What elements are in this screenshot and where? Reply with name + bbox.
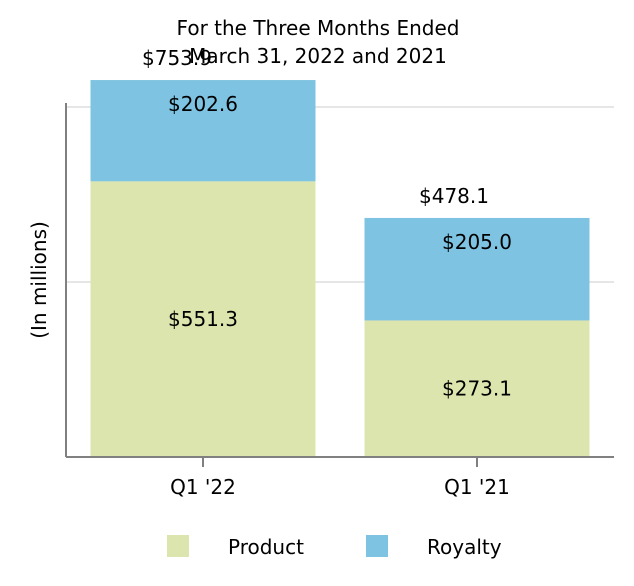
total-label-0: $753.9 [142,46,212,70]
legend-swatch-royalty [366,535,388,557]
legend-label-royalty: Royalty [427,535,502,559]
bar-label-royalty-0: $202.6 [168,92,238,116]
bar-label-product-0: $551.3 [168,307,238,331]
legend: Product Royalty [167,535,502,559]
x-tick-label-1: Q1 '21 [444,475,510,499]
legend-label-product: Product [228,535,304,559]
bar-labels: $551.3 $202.6 $753.9 $273.1 $205.0 $478.1 [142,46,512,401]
bar-label-royalty-1: $205.0 [442,230,512,254]
x-tick-label-0: Q1 '22 [170,475,236,499]
total-label-1: $478.1 [419,184,489,208]
chart-title-line-1: For the Three Months Ended [177,16,460,40]
bar-product-1 [364,320,590,457]
bar-label-product-1: $273.1 [442,377,512,401]
bars [90,80,590,457]
bar-royalty-0 [90,80,316,182]
chart-title-line-2: March 31, 2022 and 2021 [189,44,447,68]
bar-royalty-1 [364,217,590,321]
bar-product-0 [90,181,316,457]
x-ticks: Q1 '22 Q1 '21 [170,457,510,499]
y-axis-label: (In millions) [27,221,51,339]
legend-swatch-product [167,535,189,557]
